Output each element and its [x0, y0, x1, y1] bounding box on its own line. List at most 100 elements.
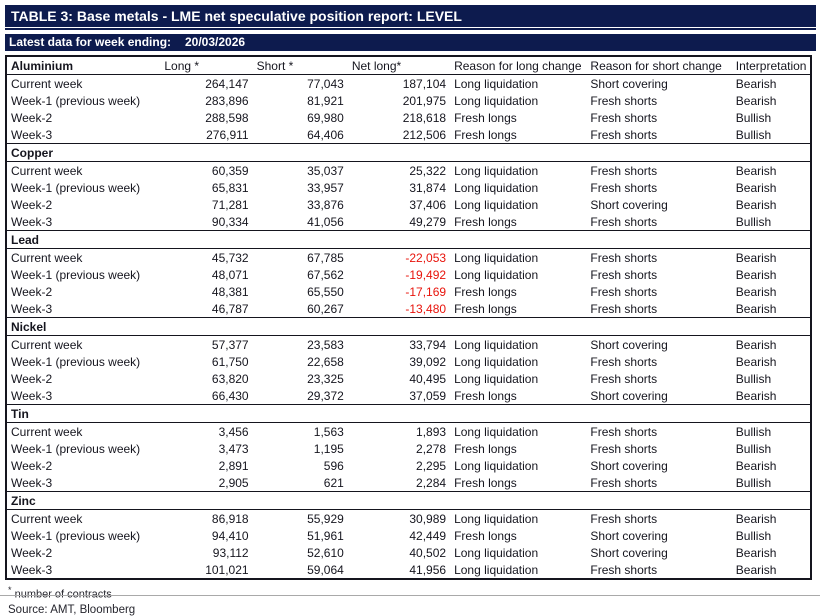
short-value: 1,195	[313, 441, 344, 456]
reason-long-change: Long liquidation	[454, 545, 539, 560]
net-long-value: 40,495	[409, 371, 447, 386]
reason-short-change: Short covering	[590, 337, 668, 352]
reason-long-change: Long liquidation	[454, 163, 539, 178]
short-value: 596	[323, 458, 344, 473]
reason-long-change: Long liquidation	[454, 424, 539, 439]
net-long-value: 30,989	[409, 511, 447, 526]
column-header-row: Aluminium Long * Short * Net long* Reaso…	[6, 56, 811, 75]
section-header-row: Lead	[6, 230, 811, 249]
net-long-value: 187,104	[402, 76, 447, 91]
interpretation-value: Bearish	[735, 511, 777, 526]
reason-short-change: Fresh shorts	[590, 301, 658, 316]
net-long-value: 2,284	[416, 475, 447, 490]
title-divider	[5, 28, 816, 30]
net-long-value: 218,618	[402, 110, 447, 125]
row-label: Week-3	[11, 562, 53, 577]
row-label: Week-3	[11, 127, 53, 142]
table-row: Week-2 63,820 23,325 40,495 Long liquida…	[6, 370, 811, 387]
row-label: Week-1 (previous week)	[11, 93, 141, 108]
reason-long-change: Long liquidation	[454, 562, 539, 577]
row-label: Week-1 (previous week)	[11, 180, 141, 195]
interpretation-value: Bearish	[735, 180, 777, 195]
long-value: 94,410	[211, 528, 249, 543]
net-long-value: 31,874	[409, 180, 447, 195]
table-row: Week-3 90,334 41,056 49,279 Fresh longs …	[6, 213, 811, 231]
reason-long-change: Long liquidation	[454, 180, 539, 195]
short-value: 69,980	[307, 110, 344, 125]
table-row: Week-3 276,911 64,406 212,506 Fresh long…	[6, 126, 811, 144]
short-value: 51,961	[307, 528, 344, 543]
table-row: Current week 57,377 23,583 33,794 Long l…	[6, 336, 811, 354]
row-label: Week-1 (previous week)	[11, 441, 141, 456]
short-value: 1,563	[313, 424, 344, 439]
long-value: 276,911	[206, 127, 249, 142]
reason-long-change: Fresh longs	[454, 301, 517, 316]
reason-short-change: Short covering	[590, 76, 668, 91]
short-value: 81,921	[307, 93, 344, 108]
row-label: Current week	[11, 337, 83, 352]
short-value: 35,037	[307, 163, 344, 178]
short-value: 64,406	[307, 127, 344, 142]
short-value: 41,056	[307, 214, 344, 229]
table-row: Current week 60,359 35,037 25,322 Long l…	[6, 162, 811, 180]
reason-long-change: Fresh longs	[454, 110, 517, 125]
table-row: Current week 3,456 1,563 1,893 Long liqu…	[6, 423, 811, 441]
row-label: Week-3	[11, 388, 53, 403]
short-value: 621	[323, 475, 344, 490]
footnote: * number of contracts	[5, 585, 816, 601]
long-value: 3,473	[218, 441, 249, 456]
table-row: Week-1 (previous week) 61,750 22,658 39,…	[6, 353, 811, 370]
long-value: 3,456	[218, 424, 249, 439]
net-long-value: -13,480	[405, 301, 447, 316]
reason-long-change: Fresh longs	[454, 528, 517, 543]
reason-short-change: Fresh shorts	[590, 250, 658, 265]
interpretation-value: Bearish	[735, 284, 777, 299]
table-row: Current week 264,147 77,043 187,104 Long…	[6, 75, 811, 93]
reason-long-change: Fresh longs	[454, 388, 517, 403]
net-long-value: 1,893	[416, 424, 447, 439]
row-label: Week-3	[11, 301, 53, 316]
section-header-row: Nickel	[6, 317, 811, 336]
page-bottom-divider	[0, 595, 820, 596]
short-value: 23,583	[307, 337, 344, 352]
reason-short-change: Fresh shorts	[590, 267, 658, 282]
long-value: 90,334	[211, 214, 249, 229]
row-label: Current week	[11, 76, 83, 91]
short-value: 67,785	[307, 250, 344, 265]
net-long-value: -19,492	[405, 267, 447, 282]
table-row: Week-3 2,905 621 2,284 Fresh longs Fresh…	[6, 474, 811, 492]
short-value: 52,610	[307, 545, 344, 560]
interpretation-value: Bearish	[735, 545, 777, 560]
reason-short-change: Fresh shorts	[590, 424, 658, 439]
reason-short-change: Fresh shorts	[590, 110, 658, 125]
table-row: Current week 86,918 55,929 30,989 Long l…	[6, 510, 811, 528]
short-value: 60,267	[307, 301, 344, 316]
interpretation-value: Bullish	[735, 441, 772, 456]
net-long-value: 201,975	[402, 93, 447, 108]
section-header-copper: Copper	[6, 143, 811, 162]
long-value: 2,891	[218, 458, 249, 473]
row-label: Current week	[11, 250, 83, 265]
row-label: Current week	[11, 511, 83, 526]
long-value: 264,147	[205, 76, 249, 91]
net-long-value: 49,279	[409, 214, 447, 229]
row-label: Week-3	[11, 214, 53, 229]
reason-long-change: Long liquidation	[454, 76, 539, 91]
short-value: 65,550	[307, 284, 344, 299]
reason-long-change: Long liquidation	[454, 250, 539, 265]
net-long-value: 33,794	[409, 337, 447, 352]
reason-short-change: Fresh shorts	[590, 127, 658, 142]
reason-short-change: Short covering	[590, 458, 668, 473]
reason-short-change: Fresh shorts	[590, 562, 658, 577]
row-label: Week-2	[11, 458, 53, 473]
section-header-nickel: Nickel	[6, 317, 811, 336]
col-header-net-long: Net long*	[347, 56, 451, 75]
table-row: Current week 45,732 67,785 -22,053 Long …	[6, 249, 811, 267]
long-value: 57,377	[211, 337, 249, 352]
short-value: 33,957	[307, 180, 344, 195]
long-value: 60,359	[211, 163, 249, 178]
interpretation-value: Bullish	[735, 475, 772, 490]
reason-short-change: Fresh shorts	[590, 441, 658, 456]
net-long-value: 37,406	[409, 197, 447, 212]
net-long-value: 2,278	[416, 441, 447, 456]
